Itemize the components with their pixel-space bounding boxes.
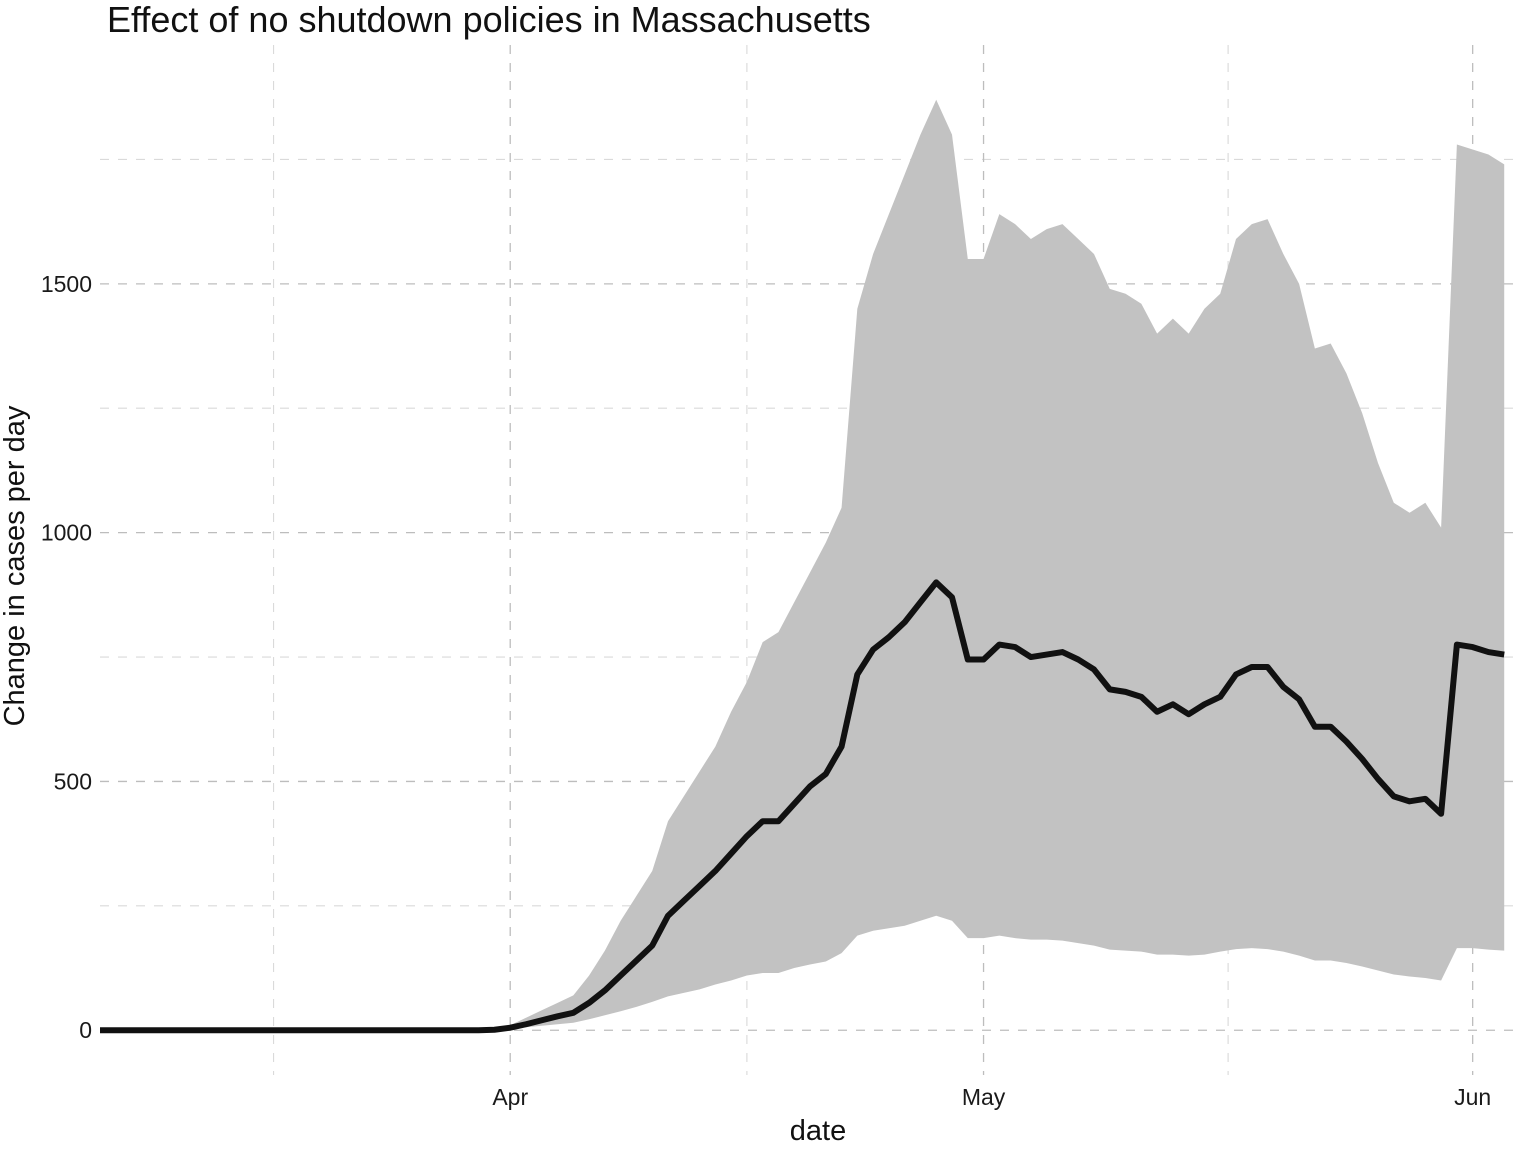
- y-axis-ticks: 0 500 1000 1500: [41, 271, 92, 1043]
- estimate-line: [100, 579, 1505, 1034]
- x-tick-label: Jun: [1454, 1084, 1491, 1110]
- y-tick-label: 1000: [41, 520, 92, 546]
- x-axis-title: date: [790, 1115, 846, 1147]
- y-tick-label: 0: [79, 1017, 92, 1043]
- estimate-series-line: [100, 579, 1505, 1034]
- chart-title: Effect of no shutdown policies in Massac…: [107, 0, 871, 40]
- confidence-band: [100, 99, 1505, 1031]
- x-tick-label: May: [962, 1084, 1006, 1110]
- x-axis-ticks: Apr May Jun: [492, 1084, 1491, 1110]
- x-tick-label: Apr: [492, 1084, 528, 1110]
- y-tick-label: 1500: [41, 271, 92, 297]
- y-tick-label: 500: [54, 768, 92, 794]
- y-axis-title: Change in cases per day: [0, 405, 31, 726]
- confidence-ribbon: [100, 99, 1505, 1031]
